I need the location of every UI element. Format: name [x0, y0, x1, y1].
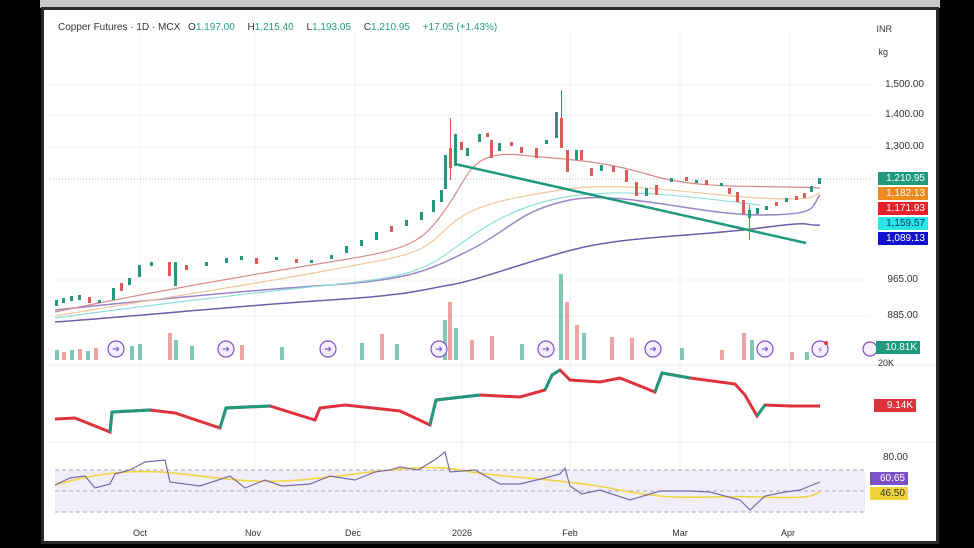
x-axis-label: Dec	[344, 528, 362, 538]
svg-text:➔: ➔	[324, 345, 332, 355]
candlesticks	[55, 90, 821, 306]
volume-value-tag: 10.81K	[876, 341, 920, 354]
price-tick: 965.00	[887, 274, 918, 285]
dividend-event-icon	[644, 340, 662, 358]
svg-text:⚡: ⚡	[817, 346, 823, 356]
ohlc-legend: Copper Futures · 1D · MCX O1,197.00 H1,2…	[58, 22, 498, 33]
ma-200-line	[54, 194, 821, 311]
ema-100-tag: 1,159.57	[878, 217, 928, 230]
chart-frame	[41, 7, 939, 544]
svg-text:➔: ➔	[222, 345, 230, 355]
last-price-tag: 1,210.95	[878, 172, 928, 185]
svg-text:➔: ➔	[435, 345, 443, 355]
open-value: 1,197.00	[195, 22, 235, 33]
price-tick: 1,300.00	[885, 141, 924, 152]
trendline	[454, 162, 807, 245]
svg-text:➔: ➔	[542, 345, 550, 355]
dividend-event-icon	[537, 340, 555, 358]
price-tick: 1,400.00	[885, 109, 924, 120]
dividend-event-icon	[217, 340, 235, 358]
svg-text:➔: ➔	[112, 345, 120, 355]
price-tick: 885.00	[887, 310, 918, 321]
currency-label[interactable]: INR	[876, 24, 893, 34]
ema-200-tag: 1,089.13	[878, 232, 928, 245]
svg-text:➔: ➔	[649, 345, 657, 355]
rsi-axis-tick: 80.00	[882, 452, 908, 463]
window-top-bar	[40, 0, 940, 8]
rsi-value-tag: 60.65	[870, 472, 908, 485]
settings-event-icon	[862, 341, 878, 357]
obv-axis-tick: 20K	[877, 358, 894, 368]
dividend-event-icon	[319, 340, 337, 358]
x-axis-label: Apr	[780, 528, 796, 538]
x-axis-label: Oct	[132, 528, 148, 538]
rsi-ma-value-tag: 46.50	[870, 487, 908, 500]
close-value: 1,210.95	[371, 22, 410, 33]
ema-50-tag: 1,171.93	[878, 202, 928, 215]
x-axis-label: 2026	[451, 528, 473, 538]
dividend-event-icon	[430, 340, 448, 358]
change-value: +17.05 (+1.43%)	[422, 22, 498, 33]
obv-line	[54, 368, 820, 435]
volume-bars	[55, 274, 809, 360]
lightning-event-icon	[811, 340, 829, 358]
rsi-ma-line	[54, 466, 821, 499]
low-value: 1,193.05	[312, 22, 351, 33]
price-tick: 1,500.00	[885, 79, 924, 90]
x-axis-label: Nov	[244, 528, 262, 538]
unit-label[interactable]: kg	[878, 47, 888, 57]
x-axis-label: Mar	[672, 528, 688, 538]
symbol-title[interactable]: Copper Futures · 1D · MCX	[58, 22, 181, 33]
x-axis-label: Feb	[562, 528, 578, 538]
rsi-line	[54, 450, 821, 511]
svg-text:➔: ➔	[761, 345, 769, 355]
high-value: 1,215.40	[254, 22, 294, 33]
ema-20-tag: 1,182.13	[878, 187, 928, 200]
dividend-event-icon	[107, 340, 125, 358]
obv-value-tag: 9.14K	[874, 399, 916, 412]
dividend-event-icon	[756, 340, 774, 358]
